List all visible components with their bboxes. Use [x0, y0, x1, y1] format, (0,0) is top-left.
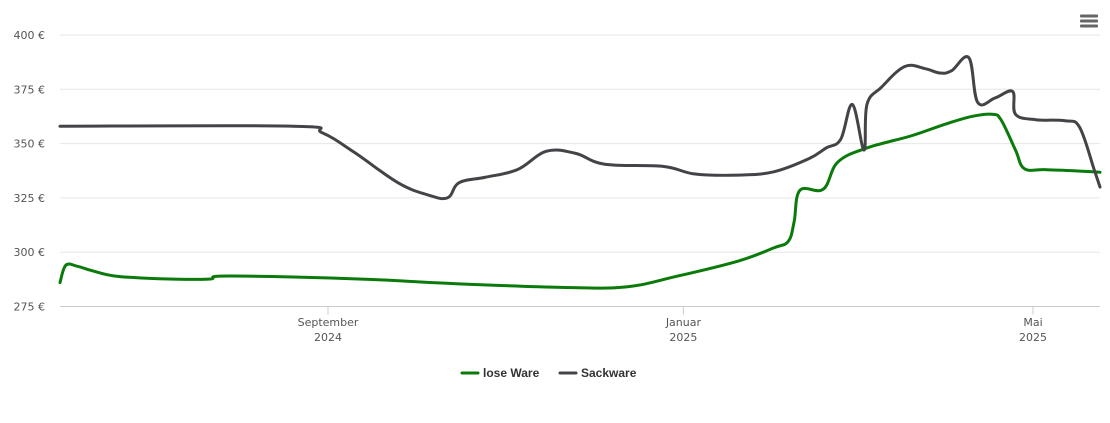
legend-label: Sackware [581, 366, 637, 380]
legend-item[interactable]: lose Ware [460, 366, 540, 380]
legend: lose Ware Sackware [460, 366, 637, 380]
y-tick-label: 400 € [14, 29, 46, 42]
series-line-sackware [58, 55, 1102, 201]
y-tick-label: 350 € [14, 138, 46, 151]
y-tick-label: 300 € [14, 246, 46, 259]
x-tick-month: Januar [665, 316, 702, 329]
legend-label: lose Ware [483, 366, 540, 380]
series-lines [58, 55, 1102, 290]
x-axis: September 2024 Januar 2025 Mai 2025 [298, 306, 1047, 344]
x-tick-year: 2025 [1019, 331, 1047, 344]
hamburger-menu-icon [1080, 14, 1098, 28]
x-tick-year: 2024 [314, 331, 342, 344]
x-tick-month: September [298, 316, 359, 329]
y-tick-label: 375 € [14, 83, 46, 96]
grid-lines [60, 34, 1100, 253]
chart-menu-button[interactable] [1076, 9, 1102, 33]
x-tick-year: 2025 [669, 331, 697, 344]
series-line-lose-ware [58, 112, 1102, 290]
x-tick-month: Mai [1023, 316, 1042, 329]
legend-item[interactable]: Sackware [558, 366, 637, 380]
y-tick-label: 275 € [14, 301, 46, 314]
y-tick-label: 325 € [14, 192, 46, 205]
y-axis: 275 € 300 € 325 € 350 € 375 € 400 € [14, 29, 46, 314]
